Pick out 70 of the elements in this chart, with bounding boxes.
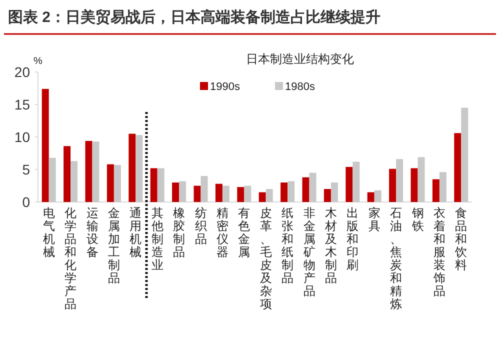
x-tick-label: 其他制造业 [151,206,164,272]
x-tick-label: 纸张和纸制品 [282,206,294,285]
x-tick-label: 金属加工制品 [108,206,120,285]
bar [258,192,266,202]
y-tick-label: 0 [22,194,30,210]
bar [410,168,418,202]
bar [136,135,143,202]
bar [128,134,136,202]
y-tick-label: 15 [14,96,30,112]
bar [389,168,396,202]
bar [48,158,56,202]
x-tick-label: 精密仪器 [216,206,228,259]
x-tick-label: 石油、焦炭和精炼 [390,206,402,311]
x-tick-label: 衣着和服装饰品 [432,206,446,298]
x-tick-label: 木材及木制品 [324,206,337,285]
x-tick-label: 有色金属 [238,206,250,259]
bar [106,164,114,202]
chart-title: 图表 2：日美贸易战后，日本高端装备制造占比继续提升 [8,8,381,26]
bar [288,181,295,202]
bar [439,172,446,202]
y-tick-label: 5 [22,162,30,178]
y-tick-label: 20 [14,64,30,80]
bar [215,184,222,202]
bar [157,168,164,202]
bar [70,161,78,202]
x-tick-label: 钢铁 [410,206,424,233]
bar [172,182,180,202]
bar [396,159,404,202]
bar [150,168,158,202]
chart-subtitle: 日本制造业结构变化 [246,52,354,66]
bar [346,166,353,202]
bar [244,186,252,202]
bar [330,182,338,202]
x-tick-label: 化学品和化学产品 [64,206,77,311]
x-tick-label: 食品和饮料 [454,206,468,272]
bar [280,182,288,202]
bar [352,162,360,202]
x-tick-label: 非金属矿物产品 [302,206,316,298]
bar [194,186,201,202]
x-tick-label: 通用机械 [130,206,142,259]
bar [374,190,382,202]
y-tick-label: 10 [14,129,30,145]
bar [432,179,440,202]
bar [42,88,49,202]
legend-label: 1980s [285,81,316,93]
bar [461,108,468,202]
x-tick-label: 家具 [368,206,380,233]
bar [309,172,316,202]
bar [85,140,92,202]
bar [179,181,186,202]
bar [302,177,310,202]
bar [237,187,244,202]
bar [454,133,462,202]
y-axis-title: % [34,56,43,67]
x-tick-label: 电气机械 [42,206,55,259]
bar [92,142,100,202]
legend-label: 1990s [210,81,240,93]
bar [266,189,273,202]
bar [64,146,71,202]
bar [200,176,208,202]
bar [367,192,374,202]
x-tick-label: 运输设备 [86,206,98,259]
bar [114,164,121,202]
x-tick-label: 纺织品 [194,206,207,246]
x-tick-label: 橡胶制品 [173,206,186,259]
bar [222,186,230,202]
x-tick-label: 出版和印刷 [346,206,359,272]
bar [418,157,425,202]
bar [324,189,331,202]
x-tick-label: 皮革、毛皮及杂项 [260,206,272,311]
